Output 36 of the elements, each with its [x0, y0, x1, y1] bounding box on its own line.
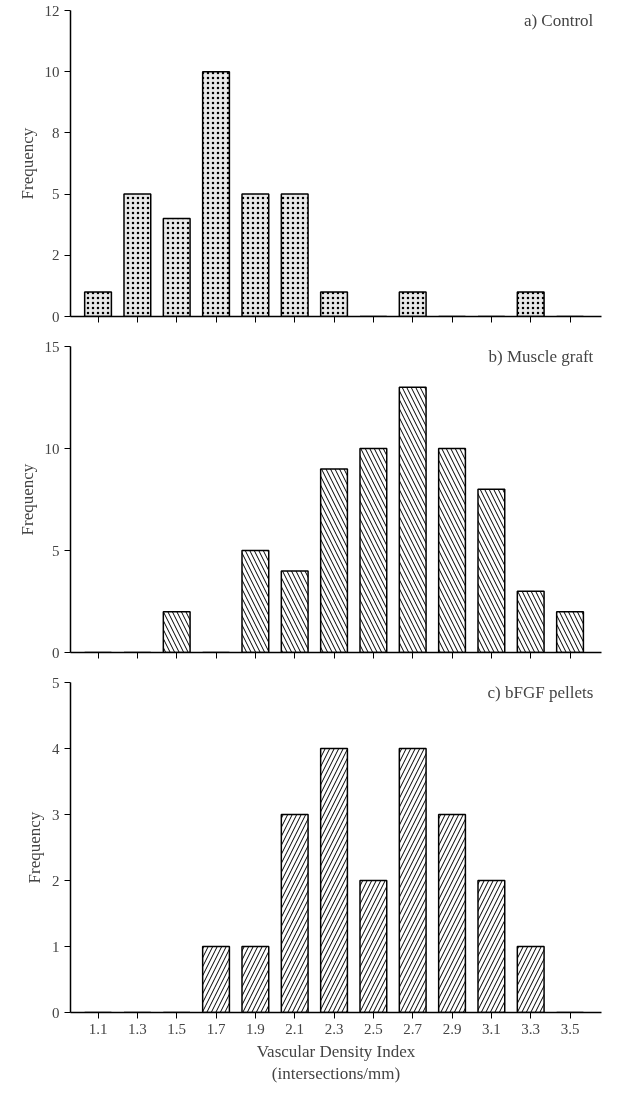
y-tick-label: 5 — [52, 186, 60, 203]
y-axis-title: Frequency — [25, 811, 44, 884]
y-axis-title: Frequency — [17, 127, 37, 200]
y-tick-label: 0 — [52, 1004, 60, 1021]
x-tick-label: 1.1 — [88, 1020, 108, 1037]
y-tick-label: 12 — [44, 2, 60, 19]
y-tick-label: 2 — [52, 872, 60, 889]
y-tick-label: 10 — [44, 440, 60, 457]
x-tick-label: 1.7 — [206, 1020, 226, 1037]
y-tick-label: 8 — [52, 124, 60, 141]
y-tick-label: 0 — [52, 644, 60, 661]
y-tick-label: 5 — [52, 542, 60, 559]
y-tick-label: 10 — [44, 63, 60, 80]
x-tick-label: 2.1 — [285, 1020, 305, 1037]
chart-title: a) Control — [523, 10, 594, 30]
x-tick-label: 1.9 — [245, 1020, 265, 1037]
chart-title: c) bFGF pellets — [487, 682, 594, 702]
y-tick-label: 4 — [52, 740, 60, 757]
y-tick-label: 0 — [52, 308, 60, 325]
x-tick-label: 1.3 — [127, 1020, 147, 1037]
chart-title: b) Muscle graft — [488, 346, 594, 366]
y-tick-label: 2 — [52, 247, 60, 264]
y-axis-title: Frequency — [17, 463, 37, 536]
x-tick-label: 2.5 — [363, 1020, 383, 1037]
x-tick-label: 2.9 — [442, 1020, 462, 1037]
x-tick-label: 3.5 — [560, 1020, 580, 1037]
x-tick-label: 2.7 — [403, 1020, 423, 1037]
y-tick-label: 3 — [52, 806, 60, 823]
x-tick-label: 3.1 — [481, 1020, 501, 1037]
x-axis-title: Vascular Density Index (intersections/mm) — [256, 1041, 416, 1084]
y-tick-label: 15 — [44, 338, 60, 355]
x-tick-label: 3.3 — [521, 1020, 541, 1037]
y-tick-label: 5 — [52, 674, 60, 691]
y-tick-label: 1 — [52, 938, 60, 955]
x-tick-label: 1.5 — [167, 1020, 187, 1037]
x-tick-label: 2.3 — [324, 1020, 344, 1037]
